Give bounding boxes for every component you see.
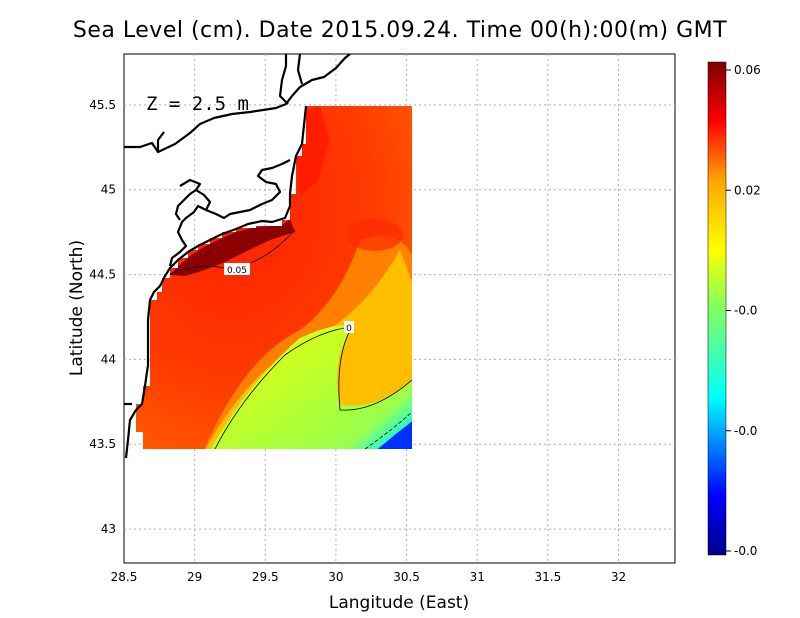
- colorbar: 0.06 0.02 -0.0 -0.0 -0.0: [707, 61, 761, 558]
- x-axis-title: Langitude (East): [329, 593, 469, 613]
- x-tick-label: 31: [470, 570, 485, 584]
- colorbar-tick-label: 0.06: [734, 63, 761, 77]
- colorbar-tick-label: -0.0: [734, 424, 757, 438]
- y-tick-label: 43: [101, 522, 116, 536]
- chart-title: Sea Level (cm). Date 2015.09.24. Time 00…: [72, 18, 728, 43]
- coastline: [124, 54, 351, 459]
- x-tick-label: 32: [611, 570, 626, 584]
- colorbar-tick-label: -0.0: [734, 304, 757, 318]
- y-tick-label: 44: [101, 352, 116, 366]
- y-axis-title: Latitude (North): [67, 240, 87, 376]
- contour-labels: 0.05 0: [224, 263, 354, 334]
- colorbar-ticks: 0.06 0.02 -0.0 -0.0 -0.0: [726, 63, 761, 558]
- depth-label: Z = 2.5 m: [146, 93, 249, 115]
- x-tick-label: 30: [328, 570, 343, 584]
- colorbar-gradient: [707, 61, 727, 556]
- contour-label-0: 0: [346, 324, 352, 334]
- y-tick-label: 45: [101, 183, 116, 197]
- x-tick-label: 29: [187, 570, 202, 584]
- colorbar-tick-label: 0.02: [734, 183, 761, 197]
- x-axis-ticks: 28.5 29 29.5 30 30.5 31 31.5 32: [111, 570, 626, 584]
- y-tick-label: 43.5: [89, 437, 116, 451]
- x-tick-label: 31.5: [534, 570, 561, 584]
- x-tick-label: 30.5: [393, 570, 420, 584]
- y-tick-label: 44.5: [89, 268, 116, 282]
- y-axis-ticks: 43 43.5 44 44.5 45 45.5: [89, 98, 116, 536]
- colorbar-tick-label: -0.0: [734, 544, 757, 558]
- x-tick-label: 29.5: [252, 570, 279, 584]
- x-tick-label: 28.5: [111, 570, 138, 584]
- contour-line-negative: [364, 411, 412, 449]
- y-tick-label: 45.5: [89, 98, 116, 112]
- contour-label-005: 0.05: [227, 266, 247, 276]
